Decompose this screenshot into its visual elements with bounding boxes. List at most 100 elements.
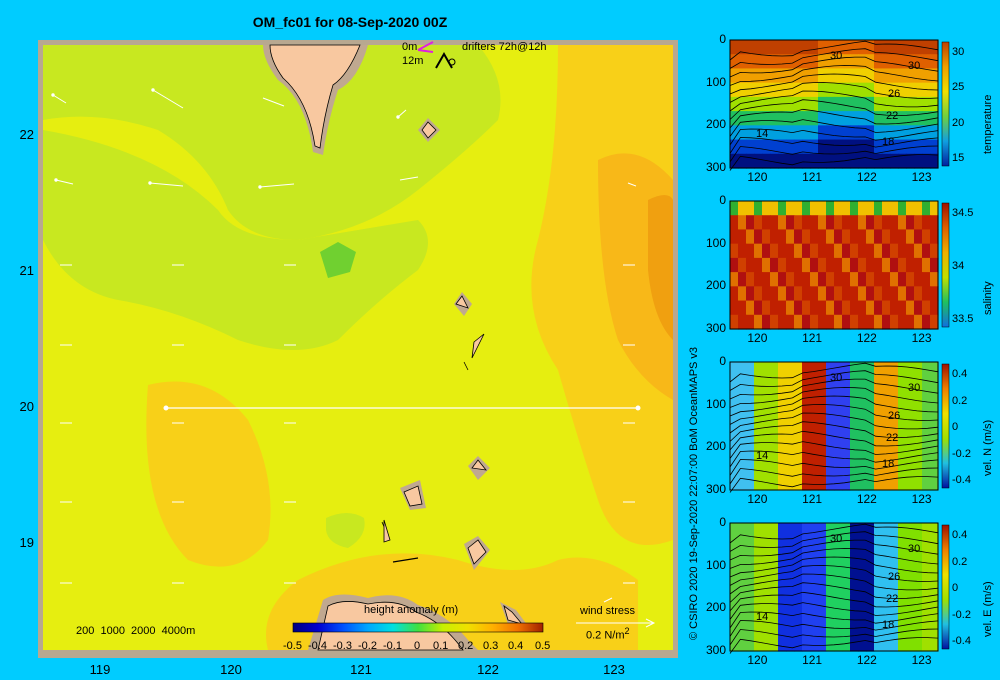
- section-cell: [898, 636, 907, 652]
- section-cell: [746, 54, 755, 70]
- section-cell: [850, 404, 859, 420]
- section-cell: [858, 82, 867, 98]
- section-cell: [866, 636, 875, 652]
- section-cell: [778, 272, 787, 287]
- section-cell: [906, 229, 915, 245]
- section-cell: [882, 68, 891, 84]
- section-cell: [738, 594, 747, 609]
- wind-scale-arrow: [576, 618, 656, 628]
- section-cell: [914, 314, 923, 330]
- salinity-colorbar: [941, 202, 950, 328]
- section-cell: [930, 215, 939, 231]
- section-cell: [850, 608, 859, 624]
- section-cell: [874, 286, 883, 302]
- section-cell: [786, 376, 795, 392]
- contour-line: [729, 404, 939, 425]
- section-cell: [914, 272, 923, 287]
- section-cell: [754, 96, 763, 112]
- section-cell: [746, 433, 755, 448]
- section-frame: [729, 361, 939, 491]
- depth-tick: 200: [705, 117, 726, 132]
- section-cell: [858, 537, 867, 553]
- section-cell: [746, 139, 755, 155]
- bathymetry-legend: 200 1000 2000 4000m: [76, 625, 196, 637]
- section-cell: [842, 96, 851, 112]
- contour-label: 30: [830, 533, 843, 545]
- section-cell: [890, 68, 899, 84]
- section-cell: [746, 565, 755, 581]
- section-cell: [826, 201, 835, 216]
- section-cell: [770, 40, 779, 55]
- section-cell: [818, 201, 827, 216]
- section-cell: [898, 111, 907, 126]
- lat-tick: 21: [19, 263, 34, 278]
- section-cell: [754, 215, 763, 231]
- section-cell: [730, 362, 739, 377]
- section-cell: [754, 390, 763, 406]
- section-cell: [834, 622, 843, 638]
- section-cell: [850, 54, 859, 70]
- section-cell: [850, 475, 859, 491]
- section-cell: [786, 523, 795, 538]
- contour-line: [729, 99, 939, 120]
- section-cell: [850, 537, 859, 553]
- section-cell: [866, 594, 875, 609]
- contour-line: [729, 565, 939, 586]
- section-cell: [778, 475, 787, 491]
- section-cell: [882, 314, 891, 330]
- section-cell: [858, 475, 867, 491]
- section-cell: [826, 390, 835, 406]
- section-cell: [906, 362, 915, 377]
- colorbar-tick: -0.2: [952, 608, 971, 621]
- section-cell: [786, 579, 795, 595]
- section-cell: [754, 537, 763, 553]
- section-cell: [802, 594, 811, 609]
- depth-tick: 300: [705, 160, 726, 174]
- section-cell: [778, 68, 787, 84]
- section-cell: [866, 537, 875, 553]
- section-cell: [898, 362, 907, 377]
- section-cell: [770, 608, 779, 624]
- section-cell: [778, 523, 787, 538]
- contour-line: [729, 48, 939, 69]
- section-cell: [794, 54, 803, 70]
- section-cell: [826, 40, 835, 55]
- section-cell: [890, 475, 899, 491]
- section-cell: [810, 139, 819, 155]
- section-cell: [842, 215, 851, 231]
- section-cell: [778, 433, 787, 448]
- section-cell: [858, 153, 867, 169]
- section-cell: [906, 418, 915, 434]
- section-cell: [906, 201, 915, 216]
- section-cell: [794, 418, 803, 434]
- section-cell: [866, 433, 875, 448]
- section-cell: [778, 201, 787, 216]
- section-cell: [842, 272, 851, 287]
- section-cell: [850, 40, 859, 55]
- section-cell: [738, 300, 747, 316]
- section-cell: [802, 54, 811, 70]
- section-cell: [842, 229, 851, 245]
- section-cell: [906, 215, 915, 231]
- section-cell: [754, 447, 763, 463]
- vel-n-label: vel. N (m/s): [982, 419, 994, 476]
- section-cell: [746, 362, 755, 377]
- section-cell: [738, 229, 747, 245]
- section-cell: [914, 447, 923, 463]
- section-cell: [810, 82, 819, 98]
- contour-label: 14: [756, 450, 769, 462]
- section-cell: [802, 537, 811, 553]
- section-cell: [930, 537, 939, 553]
- section-cell: [914, 40, 923, 55]
- section-cell: [786, 229, 795, 245]
- section-cell: [754, 622, 763, 638]
- section-cell: [866, 54, 875, 70]
- arrow: [54, 178, 74, 185]
- section-cell: [882, 594, 891, 609]
- contour-line: [729, 476, 939, 493]
- section-cell: [738, 537, 747, 553]
- lon-tick: 123: [911, 170, 932, 184]
- colorbar-tick: 0: [952, 582, 959, 594]
- section-cell: [882, 82, 891, 98]
- section-cell: [810, 286, 819, 302]
